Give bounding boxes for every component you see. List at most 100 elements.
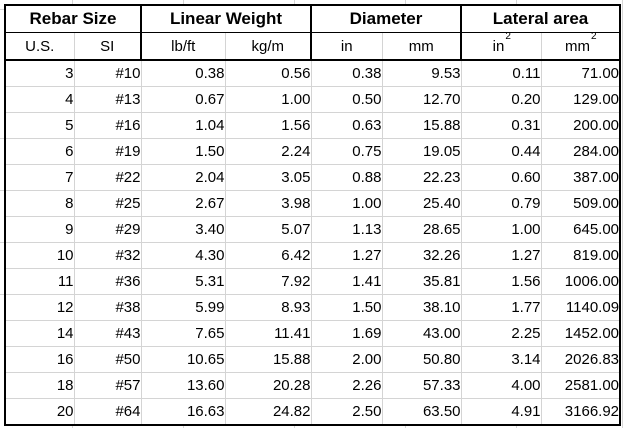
cell-diameter-in[interactable]: 2.26 [310,372,383,399]
cell-weight-lbft[interactable]: 2.04 [140,164,226,191]
cell-weight-kgm[interactable]: 24.82 [224,398,312,426]
cell-area-in2[interactable]: 0.20 [460,86,542,113]
cell-si-size[interactable]: #19 [73,138,142,165]
cell-weight-kgm[interactable]: 2.24 [224,138,312,165]
cell-area-mm2[interactable]: 3166.92 [540,398,621,426]
column-header-lbft[interactable]: lb/ft [140,32,226,61]
cell-weight-kgm[interactable]: 20.28 [224,372,312,399]
cell-weight-kgm[interactable]: 15.88 [224,346,312,373]
cell-si-size[interactable]: #38 [73,294,142,321]
cell-area-mm2[interactable]: 509.00 [540,190,621,217]
cell-area-mm2[interactable]: 1140.09 [540,294,621,321]
cell-si-size[interactable]: #43 [73,320,142,347]
cell-weight-kgm[interactable]: 11.41 [224,320,312,347]
cell-us-size[interactable]: 10 [4,242,75,269]
cell-diameter-in[interactable]: 2.50 [310,398,383,426]
cell-area-in2[interactable]: 1.77 [460,294,542,321]
cell-diameter-in[interactable]: 0.88 [310,164,383,191]
cell-si-size[interactable]: #57 [73,372,142,399]
cell-weight-lbft[interactable]: 2.67 [140,190,226,217]
cell-weight-kgm[interactable]: 1.00 [224,86,312,113]
group-header-lateral-area[interactable]: Lateral area [460,4,621,33]
cell-us-size[interactable]: 11 [4,268,75,295]
cell-diameter-in[interactable]: 0.63 [310,112,383,139]
cell-diameter-mm[interactable]: 28.65 [381,216,462,243]
cell-diameter-in[interactable]: 1.41 [310,268,383,295]
cell-area-in2[interactable]: 0.31 [460,112,542,139]
cell-si-size[interactable]: #36 [73,268,142,295]
cell-weight-kgm[interactable]: 7.92 [224,268,312,295]
cell-weight-lbft[interactable]: 1.04 [140,112,226,139]
column-header-in[interactable]: in [310,32,383,61]
column-header-mm[interactable]: mm [381,32,462,61]
cell-area-in2[interactable]: 1.00 [460,216,542,243]
cell-us-size[interactable]: 8 [4,190,75,217]
cell-diameter-mm[interactable]: 50.80 [381,346,462,373]
cell-weight-kgm[interactable]: 3.05 [224,164,312,191]
cell-area-mm2[interactable]: 2581.00 [540,372,621,399]
cell-area-in2[interactable]: 4.00 [460,372,542,399]
cell-diameter-mm[interactable]: 38.10 [381,294,462,321]
cell-us-size[interactable]: 6 [4,138,75,165]
cell-area-mm2[interactable]: 200.00 [540,112,621,139]
cell-weight-lbft[interactable]: 0.67 [140,86,226,113]
cell-diameter-in[interactable]: 2.00 [310,346,383,373]
cell-area-mm2[interactable]: 1006.00 [540,268,621,295]
cell-diameter-in[interactable]: 0.75 [310,138,383,165]
cell-diameter-mm[interactable]: 25.40 [381,190,462,217]
cell-diameter-in[interactable]: 1.69 [310,320,383,347]
cell-weight-lbft[interactable]: 7.65 [140,320,226,347]
cell-area-in2[interactable]: 2.25 [460,320,542,347]
cell-area-in2[interactable]: 1.27 [460,242,542,269]
cell-area-mm2[interactable]: 2026.83 [540,346,621,373]
cell-weight-lbft[interactable]: 16.63 [140,398,226,426]
cell-si-size[interactable]: #16 [73,112,142,139]
cell-si-size[interactable]: #32 [73,242,142,269]
cell-us-size[interactable]: 4 [4,86,75,113]
cell-diameter-mm[interactable]: 35.81 [381,268,462,295]
group-header-diameter[interactable]: Diameter [309,4,462,33]
cell-area-in2[interactable]: 1.56 [460,268,542,295]
cell-si-size[interactable]: #50 [73,346,142,373]
cell-si-size[interactable]: #64 [73,398,142,426]
cell-diameter-mm[interactable]: 43.00 [381,320,462,347]
cell-area-in2[interactable]: 0.79 [460,190,542,217]
cell-area-in2[interactable]: 0.11 [460,59,542,87]
cell-diameter-mm[interactable]: 15.88 [381,112,462,139]
cell-us-size[interactable]: 18 [4,372,75,399]
cell-diameter-mm[interactable]: 32.26 [381,242,462,269]
cell-area-mm2[interactable]: 645.00 [540,216,621,243]
cell-diameter-mm[interactable]: 12.70 [381,86,462,113]
cell-area-in2[interactable]: 4.91 [460,398,542,426]
cell-diameter-in[interactable]: 0.38 [310,59,383,87]
column-header-us[interactable]: U.S. [4,32,75,61]
cell-us-size[interactable]: 12 [4,294,75,321]
cell-si-size[interactable]: #22 [73,164,142,191]
group-header-rebar-size[interactable]: Rebar Size [4,4,142,33]
group-header-linear-weight[interactable]: Linear Weight [140,4,312,33]
cell-weight-lbft[interactable]: 4.30 [140,242,226,269]
cell-us-size[interactable]: 9 [4,216,75,243]
cell-weight-kgm[interactable]: 6.42 [224,242,312,269]
cell-area-mm2[interactable]: 284.00 [540,138,621,165]
column-header-mm2[interactable]: mm2 [540,32,621,61]
cell-weight-lbft[interactable]: 10.65 [140,346,226,373]
cell-us-size[interactable]: 7 [4,164,75,191]
cell-weight-kgm[interactable]: 8.93 [224,294,312,321]
cell-diameter-mm[interactable]: 22.23 [381,164,462,191]
column-header-kgm[interactable]: kg/m [224,32,312,61]
cell-diameter-in[interactable]: 1.00 [310,190,383,217]
cell-weight-kgm[interactable]: 0.56 [224,59,312,87]
cell-area-in2[interactable]: 0.44 [460,138,542,165]
cell-diameter-in[interactable]: 1.13 [310,216,383,243]
column-header-in2[interactable]: in2 [460,32,542,61]
cell-diameter-mm[interactable]: 63.50 [381,398,462,426]
cell-us-size[interactable]: 3 [4,59,75,87]
cell-us-size[interactable]: 16 [4,346,75,373]
cell-area-mm2[interactable]: 129.00 [540,86,621,113]
cell-diameter-in[interactable]: 1.50 [310,294,383,321]
cell-weight-lbft[interactable]: 0.38 [140,59,226,87]
cell-area-in2[interactable]: 0.60 [460,164,542,191]
cell-si-size[interactable]: #10 [73,59,142,87]
cell-weight-lbft[interactable]: 1.50 [140,138,226,165]
